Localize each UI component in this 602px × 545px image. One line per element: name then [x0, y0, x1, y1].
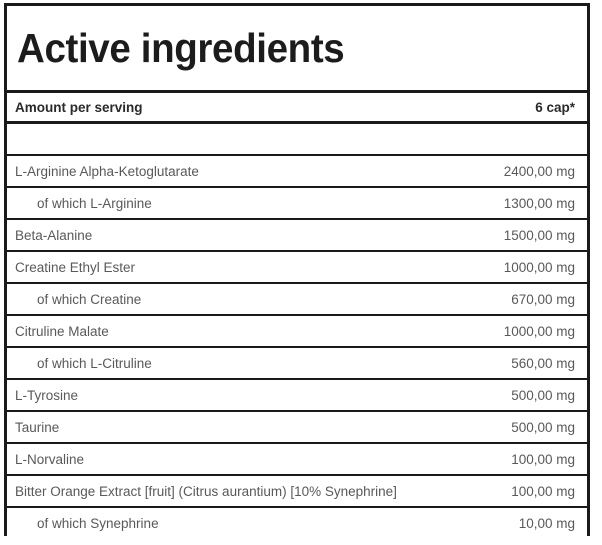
table-header-row: Amount per serving 6 cap*	[7, 90, 587, 124]
table-row: of which L-Arginine 1300,00 mg	[7, 187, 587, 220]
ingredient-amount: 500,00 mg	[417, 379, 587, 412]
ingredient-name: Creatine Ethyl Ester	[7, 251, 417, 284]
ingredient-name: L-Tyrosine	[7, 379, 417, 412]
ingredient-amount: 500,00 mg	[417, 411, 587, 444]
ingredient-subname: of which Synephrine	[7, 507, 417, 538]
ingredients-table-body: Amount per serving 6 cap* L-Arginine Alp…	[7, 90, 587, 538]
table-row: Bitter Orange Extract [fruit] (Citrus au…	[7, 475, 587, 508]
active-ingredients-panel: Active ingredients Amount per serving 6 …	[4, 3, 590, 538]
ingredient-name: L-Arginine Alpha-Ketoglutarate	[7, 155, 417, 188]
panel-title-row: Active ingredients	[7, 6, 587, 90]
ingredient-amount: 560,00 mg	[417, 347, 587, 380]
ingredient-amount: 1000,00 mg	[417, 251, 587, 284]
ingredient-amount: 670,00 mg	[417, 283, 587, 316]
table-row: Beta-Alanine 1500,00 mg	[7, 219, 587, 252]
ingredient-name: Beta-Alanine	[7, 219, 417, 252]
ingredient-amount: 100,00 mg	[417, 443, 587, 476]
table-spacer-row	[7, 122, 587, 156]
table-row: of which Synephrine 10,00 mg	[7, 507, 587, 538]
table-row: Citruline Malate 1000,00 mg	[7, 315, 587, 348]
ingredient-amount: 1300,00 mg	[417, 187, 587, 220]
ingredient-subname: of which L-Arginine	[7, 187, 417, 220]
spacer-cell-name	[7, 122, 417, 156]
page-title: Active ingredients	[17, 24, 345, 71]
ingredient-amount: 1500,00 mg	[417, 219, 587, 252]
table-row: Creatine Ethyl Ester 1000,00 mg	[7, 251, 587, 284]
ingredient-name: L-Norvaline	[7, 443, 417, 476]
table-row: of which Creatine 670,00 mg	[7, 283, 587, 316]
table-row: L-Tyrosine 500,00 mg	[7, 379, 587, 412]
ingredient-amount: 1000,00 mg	[417, 315, 587, 348]
ingredient-name: Bitter Orange Extract [fruit] (Citrus au…	[7, 475, 417, 508]
table-row: L-Arginine Alpha-Ketoglutarate 2400,00 mg	[7, 155, 587, 188]
table-row: of which L-Citruline 560,00 mg	[7, 347, 587, 380]
ingredient-amount: 100,00 mg	[417, 475, 587, 508]
ingredient-name: Citruline Malate	[7, 315, 417, 348]
spacer-cell-value	[417, 122, 587, 156]
header-serving-size: 6 cap*	[417, 90, 587, 124]
ingredient-amount: 10,00 mg	[417, 507, 587, 538]
ingredient-name: Taurine	[7, 411, 417, 444]
ingredient-subname: of which L-Citruline	[7, 347, 417, 380]
ingredient-subname: of which Creatine	[7, 283, 417, 316]
ingredient-amount: 2400,00 mg	[417, 155, 587, 188]
ingredients-table: Amount per serving 6 cap* L-Arginine Alp…	[7, 90, 587, 538]
table-row: Taurine 500,00 mg	[7, 411, 587, 444]
header-amount-per-serving: Amount per serving	[7, 90, 417, 124]
table-row: L-Norvaline 100,00 mg	[7, 443, 587, 476]
